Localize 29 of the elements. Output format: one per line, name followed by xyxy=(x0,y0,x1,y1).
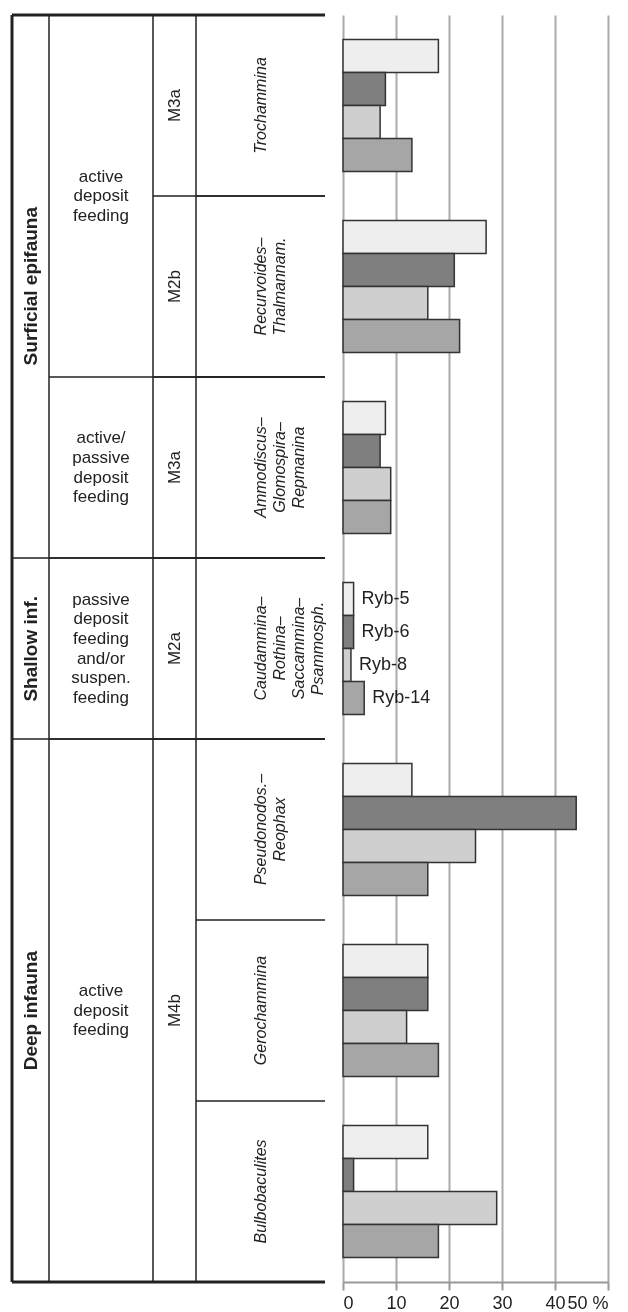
text: M3a xyxy=(164,88,185,123)
x-tick-label: 20 xyxy=(439,1292,460,1312)
x-tick-label: 0 xyxy=(343,1292,354,1312)
x-tick-label: 40 xyxy=(545,1292,566,1312)
y-tick-label: Recurvoides–Thalmannam. xyxy=(251,237,288,336)
text: active/ passive deposit feeding xyxy=(71,428,131,507)
y-tick-label: Bulbobaculites xyxy=(251,1139,269,1244)
y-tick-label: Trochammina xyxy=(251,57,269,154)
text: active deposit feeding xyxy=(72,981,130,1040)
y-tick-label: Ammodiscus–Glomospira–Repmanina xyxy=(251,417,307,519)
text: Surficial epifauna xyxy=(19,207,42,366)
y-tick-label: Gerochammina xyxy=(251,955,269,1066)
text: passive deposit feeding and/or suspen. feeding xyxy=(70,589,132,708)
text: M3a xyxy=(164,450,185,485)
text: Shallow inf. xyxy=(19,595,42,702)
x-tick-label: 50 % xyxy=(567,1292,609,1312)
text: active deposit feeding xyxy=(72,166,130,226)
series-label: Ryb-14 xyxy=(372,687,431,708)
text: M2b xyxy=(164,269,185,304)
y-tick-label: Pseudonodos.–Reophax xyxy=(251,773,288,886)
series-label: Ryb-5 xyxy=(361,587,410,608)
text: M2a xyxy=(164,631,185,666)
y-tick-label: Caudammina–Rothina–Saccammina–Psammosph. xyxy=(251,596,326,701)
x-tick-label: 30 xyxy=(492,1292,513,1312)
text: Deep infauna xyxy=(19,950,42,1071)
series-label: Ryb-6 xyxy=(361,620,410,641)
x-tick-label: 10 xyxy=(386,1292,407,1312)
series-label: Ryb-8 xyxy=(358,654,407,675)
text: M4b xyxy=(164,993,185,1028)
